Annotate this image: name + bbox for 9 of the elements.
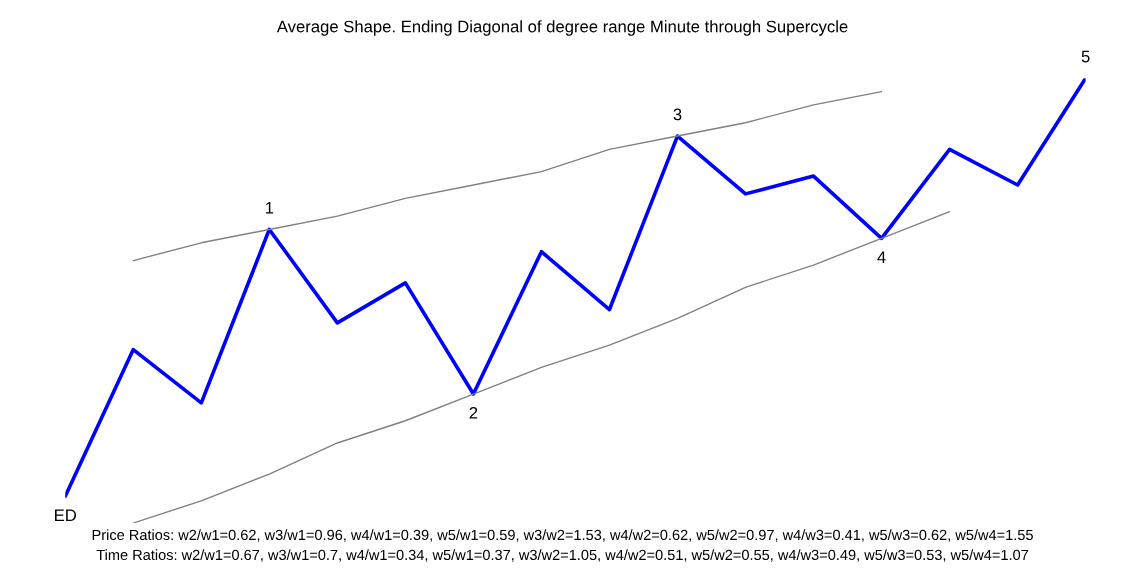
annotation: 3 [673, 108, 682, 121]
annotation: 1 [265, 202, 274, 214]
chart-title: Average Shape. Ending Diagonal of degree range Minute through Supercycle [276, 20, 848, 36]
text: Price Ratios: w2/w1=0.62, w3/w1=0.96, w4/w1=0.39, w5/w1=0.59, w3/w2=1.53, w4/w2=0.62, w5/w2=0.97, w4/w3=0.41, w5/w3=0.62, w5/w4=1.55 [92, 529, 1033, 542]
annotation: 5 [1081, 50, 1090, 63]
text: Time Ratios: w2/w1=0.67, w3/w1=0.7, w4/w1=0.34, w5/w1=0.37, w3/w2=1.05, w4/w2=0.51, w5/w2=0.55, w4/w3=0.49, w5/w3=0.53, w5/w4=1.07 [96, 549, 1029, 562]
annotation: ED [55, 509, 77, 521]
annotation: 4 [877, 251, 886, 263]
annotation: 2 [469, 406, 478, 419]
